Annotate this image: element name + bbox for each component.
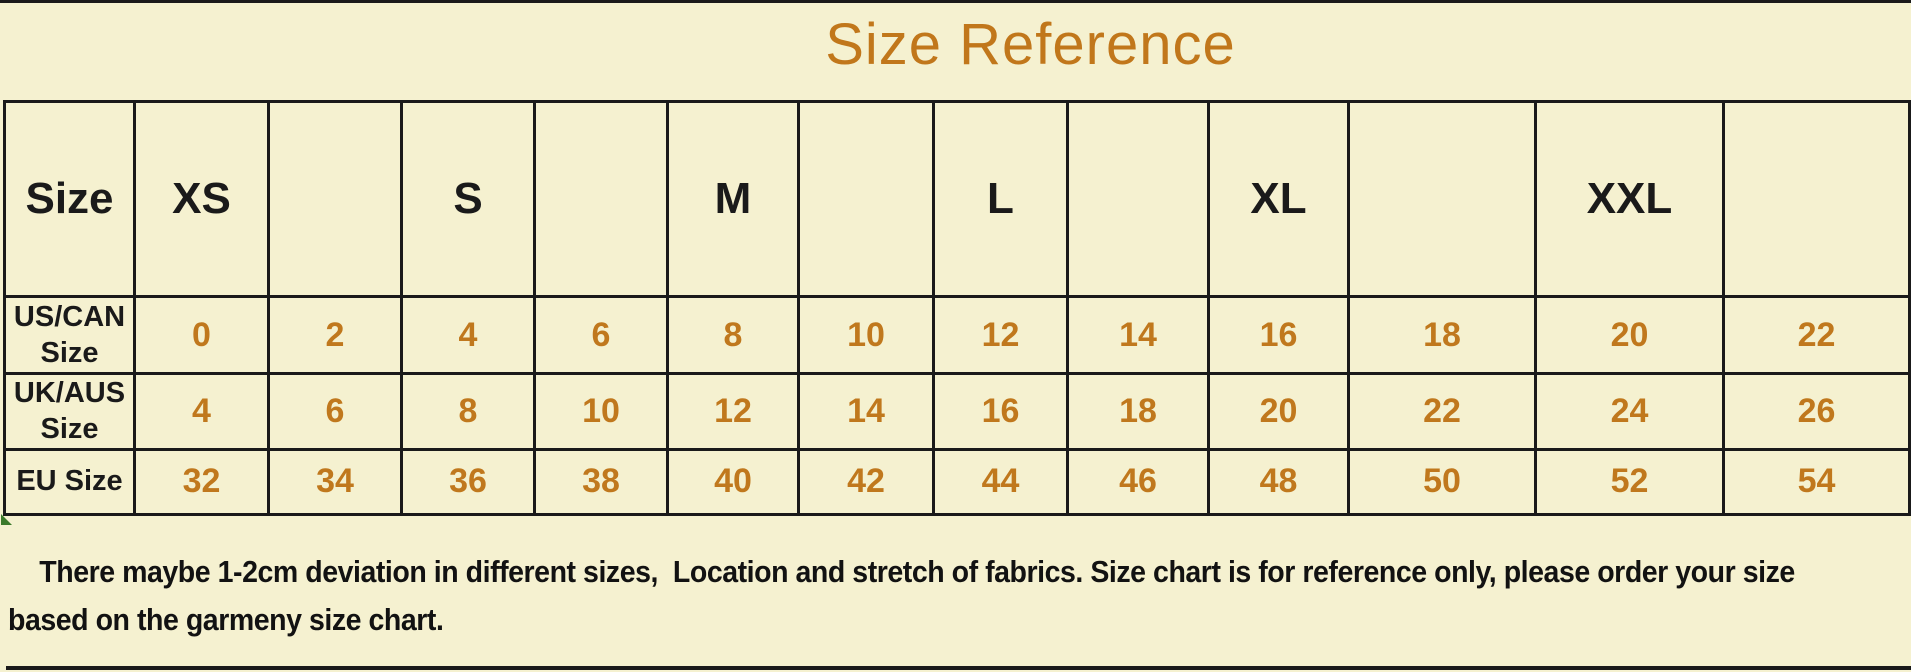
size-value-cell: 54 (1722, 447, 1911, 516)
size-value-cell: 10 (533, 372, 669, 451)
size-value-cell: 12 (932, 295, 1069, 375)
footer-note-line-1: There maybe 1-2cm deviation in different… (39, 554, 1795, 589)
size-value-cell: 2 (267, 295, 403, 375)
size-value-cell: 14 (1066, 295, 1210, 375)
table-row-eu: EU Size 32 34 36 38 40 42 44 46 48 50 52… (3, 447, 1911, 516)
header-cell-m: M (666, 100, 800, 298)
size-value-cell: 14 (797, 372, 935, 451)
row-label-uscan: US/CAN Size (3, 295, 136, 375)
size-value-cell: 4 (133, 372, 270, 451)
header-cell-xs: XS (133, 100, 270, 298)
header-cell-size: Size (3, 100, 136, 298)
header-cell-blank (533, 100, 669, 298)
size-value-cell: 42 (797, 447, 935, 516)
table-row-ukaus: UK/AUS Size 4 6 8 10 12 14 16 18 20 22 2… (3, 372, 1911, 451)
footer-note-line-2: based on the garmeny size chart. (8, 602, 444, 637)
size-value-cell: 20 (1534, 295, 1725, 375)
row-label-ukaus: UK/AUS Size (3, 372, 136, 451)
size-value-cell: 32 (133, 447, 270, 516)
table-header-row: Size XS S M L XL XXL (3, 100, 1911, 298)
size-value-cell: 22 (1722, 295, 1911, 375)
size-value-cell: 52 (1534, 447, 1725, 516)
size-value-cell: 18 (1347, 295, 1537, 375)
header-cell-blank (1347, 100, 1537, 298)
size-value-cell: 0 (133, 295, 270, 375)
size-value-cell: 22 (1347, 372, 1537, 451)
row-label-eu: EU Size (3, 447, 136, 516)
header-cell-blank (1066, 100, 1210, 298)
size-value-cell: 6 (533, 295, 669, 375)
size-value-cell: 44 (932, 447, 1069, 516)
size-value-cell: 4 (400, 295, 536, 375)
top-border-line (0, 0, 1911, 3)
size-value-cell: 8 (666, 295, 800, 375)
size-value-cell: 20 (1207, 372, 1350, 451)
green-corner-mark (1, 514, 12, 525)
header-cell-xl: XL (1207, 100, 1350, 298)
size-value-cell: 16 (1207, 295, 1350, 375)
size-value-cell: 12 (666, 372, 800, 451)
header-cell-blank (267, 100, 403, 298)
header-cell-s: S (400, 100, 536, 298)
size-value-cell: 6 (267, 372, 403, 451)
size-value-cell: 34 (267, 447, 403, 516)
header-cell-blank (797, 100, 935, 298)
size-value-cell: 16 (932, 372, 1069, 451)
header-cell-l: L (932, 100, 1069, 298)
size-table-container: Size XS S M L XL XXL US/CAN Size 0 2 4 6 (3, 100, 1911, 516)
page-title: Size Reference (825, 12, 1236, 77)
footer-note: There maybe 1-2cm deviation in different… (8, 548, 1908, 644)
size-value-cell: 48 (1207, 447, 1350, 516)
size-value-cell: 8 (400, 372, 536, 451)
size-value-cell: 40 (666, 447, 800, 516)
bottom-border-line (6, 666, 1911, 670)
size-value-cell: 26 (1722, 372, 1911, 451)
header-cell-xxl: XXL (1534, 100, 1725, 298)
header-cell-blank (1722, 100, 1911, 298)
size-table: Size XS S M L XL XXL US/CAN Size 0 2 4 6 (3, 100, 1911, 516)
table-row-uscan: US/CAN Size 0 2 4 6 8 10 12 14 16 18 20 … (3, 295, 1911, 375)
size-value-cell: 50 (1347, 447, 1537, 516)
size-value-cell: 24 (1534, 372, 1725, 451)
size-value-cell: 46 (1066, 447, 1210, 516)
size-value-cell: 10 (797, 295, 935, 375)
size-value-cell: 18 (1066, 372, 1210, 451)
size-value-cell: 36 (400, 447, 536, 516)
size-value-cell: 38 (533, 447, 669, 516)
